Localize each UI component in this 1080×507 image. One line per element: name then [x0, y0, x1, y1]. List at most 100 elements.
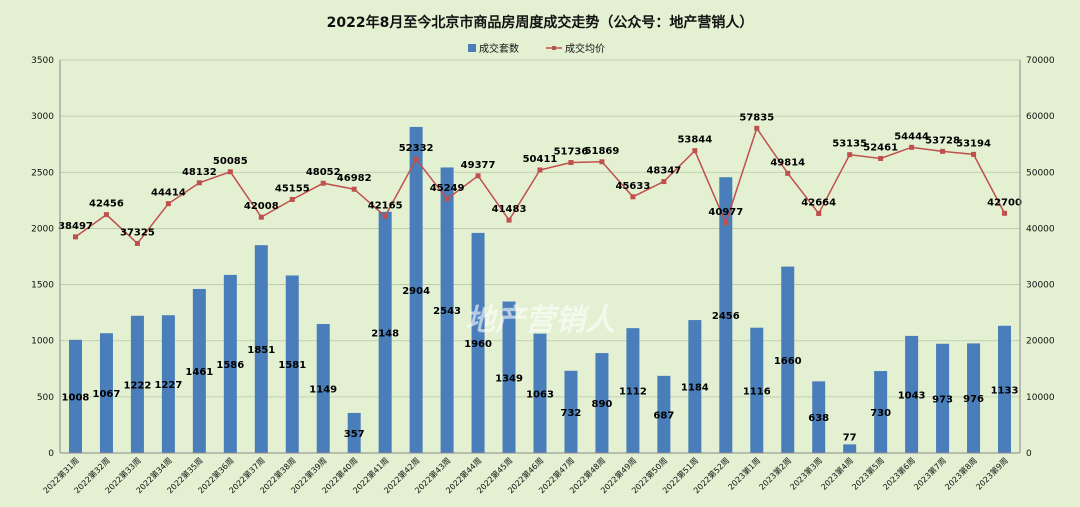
line-data-label: 53194	[956, 138, 991, 149]
bar-data-label: 1008	[62, 392, 90, 403]
bar	[657, 375, 671, 453]
bar	[688, 320, 702, 453]
bar	[68, 339, 82, 453]
x-tick-label: 2023第8周	[943, 455, 979, 491]
x-tick-label: 2023第3周	[788, 455, 824, 491]
x-tick-label: 2023第6周	[881, 455, 917, 491]
bar-data-label: 1660	[774, 356, 802, 367]
bar-data-label: 732	[561, 408, 582, 419]
legend-label-line: 成交均价	[565, 42, 605, 55]
y-left-tick-label: 2500	[31, 168, 54, 178]
line-data-label: 49377	[461, 160, 496, 171]
bar-data-label: 1461	[185, 367, 213, 378]
y-left-tick-label: 0	[48, 449, 54, 459]
x-tick-label: 2023第7周	[912, 455, 948, 491]
line-data-label: 41483	[492, 204, 527, 215]
bar-data-label: 687	[653, 410, 674, 421]
bar	[502, 301, 516, 453]
line-marker	[816, 210, 822, 216]
bar	[595, 353, 609, 453]
line-marker	[382, 213, 388, 219]
line-marker	[134, 240, 140, 246]
bar-data-label: 1227	[154, 380, 182, 391]
bar	[440, 167, 454, 453]
y-left-tick-label: 1000	[31, 337, 54, 347]
legend: 成交套数 成交均价	[468, 42, 605, 55]
line-data-label: 51736	[554, 147, 589, 158]
x-tick-label: 2023第9周	[974, 455, 1010, 491]
y-left-tick-label: 1500	[31, 281, 54, 291]
line-marker	[940, 148, 946, 154]
bar	[719, 177, 733, 453]
line-data-label: 50085	[213, 156, 248, 167]
y-left-tick-label: 3000	[31, 112, 54, 122]
line-data-label: 42456	[89, 199, 124, 210]
line-series	[72, 125, 1008, 246]
bar-data-label: 2904	[402, 286, 430, 297]
line-data-label: 53844	[677, 135, 712, 146]
line-data-label: 57835	[739, 112, 774, 123]
line-data-label: 49814	[770, 157, 805, 168]
y-right-tick-label: 70000	[1026, 56, 1055, 66]
bar-data-label: 2148	[371, 328, 399, 339]
line-data-label: 45249	[430, 183, 465, 194]
bar	[409, 126, 423, 453]
y-right-tick-label: 0	[1026, 449, 1032, 459]
x-tick-label: 2023第5周	[850, 455, 886, 491]
bar-data-label: 890	[591, 399, 612, 410]
line-data-label: 54444	[894, 131, 929, 142]
bar	[254, 245, 268, 453]
line-data-label: 45633	[616, 181, 651, 192]
line-marker	[227, 169, 233, 175]
bar-data-label: 1581	[278, 360, 306, 371]
y-right-tick-label: 20000	[1026, 337, 1055, 347]
x-tick-label: 2023第2周	[757, 455, 793, 491]
line-marker	[351, 186, 357, 192]
bar-data-label: 1960	[464, 339, 492, 350]
line-data-label: 50411	[523, 154, 558, 165]
bar-data-label: 638	[808, 413, 829, 424]
line-marker	[506, 217, 512, 223]
bar-data-label: 2543	[433, 306, 461, 317]
line-marker	[72, 234, 78, 240]
bar-data-label: 77	[843, 432, 857, 443]
bar	[223, 274, 237, 453]
line-marker	[661, 179, 667, 185]
bar-data-label: 1067	[93, 389, 121, 400]
bar	[781, 266, 795, 453]
bar	[874, 371, 888, 453]
bar-data-label: 1222	[123, 380, 151, 391]
line-marker	[785, 170, 791, 176]
line-marker	[971, 151, 977, 157]
line-data-label: 37325	[120, 227, 155, 238]
bar	[967, 343, 981, 453]
bar	[130, 315, 144, 453]
line-marker	[1002, 210, 1008, 216]
line-marker	[878, 155, 884, 161]
line-data-label: 48052	[306, 167, 341, 178]
bar	[99, 333, 113, 453]
x-tick-label: 2023第1周	[726, 455, 762, 491]
line-data-label: 40977	[708, 207, 743, 218]
line-data-label: 48132	[182, 167, 217, 178]
bar-data-label: 2456	[712, 311, 740, 322]
line-marker	[723, 220, 729, 226]
bar-data-label: 1116	[743, 386, 771, 397]
bar-data-label: 973	[932, 394, 953, 405]
line-marker	[599, 159, 605, 165]
bar	[533, 333, 547, 453]
bar-data-label: 1133	[991, 385, 1019, 396]
line-data-label: 42700	[987, 197, 1022, 208]
line-data-label: 42664	[801, 197, 836, 208]
line-marker	[413, 156, 419, 162]
line-marker	[320, 180, 326, 186]
y-right-tick-label: 60000	[1026, 112, 1055, 122]
bar	[812, 381, 826, 453]
bar-data-label: 1112	[619, 387, 647, 398]
y-right-tick-label: 50000	[1026, 168, 1055, 178]
bar	[936, 343, 950, 453]
line-data-label: 45155	[275, 183, 310, 194]
y-right-tick-label: 30000	[1026, 281, 1055, 291]
